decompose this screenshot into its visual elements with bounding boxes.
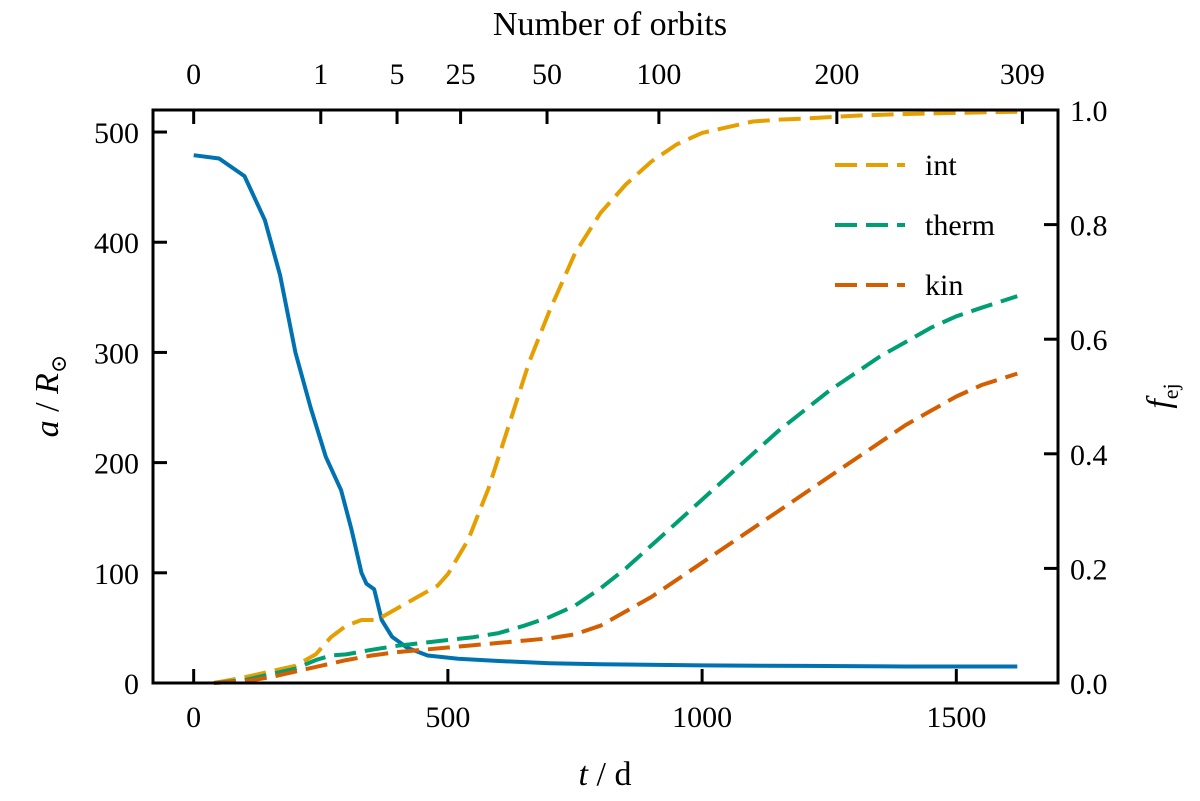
y-left-tick-label: 100 (94, 558, 139, 591)
y-right-tick-label: 0.2 (1070, 553, 1108, 586)
legend: int therm kin (835, 149, 995, 302)
series-line-kin (213, 371, 1018, 685)
x-axis-label: t / d (579, 756, 632, 793)
y-left-tick-label: 300 (94, 337, 139, 370)
x-tick-label: 0 (186, 701, 201, 734)
series-layer (193, 109, 1018, 685)
y-left-tick-label: 400 (94, 227, 139, 260)
y-left-tick-label: 0 (124, 668, 139, 701)
legend-label-kin: kin (925, 269, 963, 302)
ticks-layer: 0 500 1000 1500 0 1 5 25 50 100 200 309 0 100 200 300 40… (94, 58, 1108, 734)
x-tick-label: 1500 (926, 701, 986, 734)
series-line-separation-0 (193, 153, 1018, 669)
series-line-int (213, 109, 1018, 685)
top-tick-label: 200 (814, 58, 859, 91)
legend-label-therm: therm (925, 209, 995, 242)
y-right-tick-label: 0.8 (1070, 210, 1108, 243)
y-left-tick-label: 200 (94, 448, 139, 481)
top-tick-label: 1 (313, 58, 328, 91)
y-right-tick-label: 1.0 (1070, 95, 1108, 128)
y-right-tick-label: 0.0 (1070, 668, 1108, 701)
x-tick-label: 500 (425, 701, 470, 734)
y-left-tick-label: 500 (94, 117, 139, 150)
top-tick-label: 100 (636, 58, 681, 91)
y-right-axis-label: fej (1141, 383, 1183, 408)
y-left-axis-label: a / R⊙ (29, 355, 71, 438)
legend-label-int: int (925, 149, 957, 182)
top-axis-label: Number of orbits (493, 6, 727, 43)
top-tick-label: 309 (1000, 58, 1045, 91)
series-line-therm (213, 294, 1018, 685)
top-tick-label: 25 (446, 58, 476, 91)
plot-frame (151, 108, 1060, 685)
top-tick-label: 50 (532, 58, 562, 91)
top-tick-label: 5 (390, 58, 405, 91)
x-tick-label: 1000 (672, 701, 732, 734)
y-right-tick-label: 0.6 (1070, 324, 1108, 357)
top-tick-label: 0 (186, 58, 201, 91)
y-right-tick-label: 0.4 (1070, 439, 1108, 472)
